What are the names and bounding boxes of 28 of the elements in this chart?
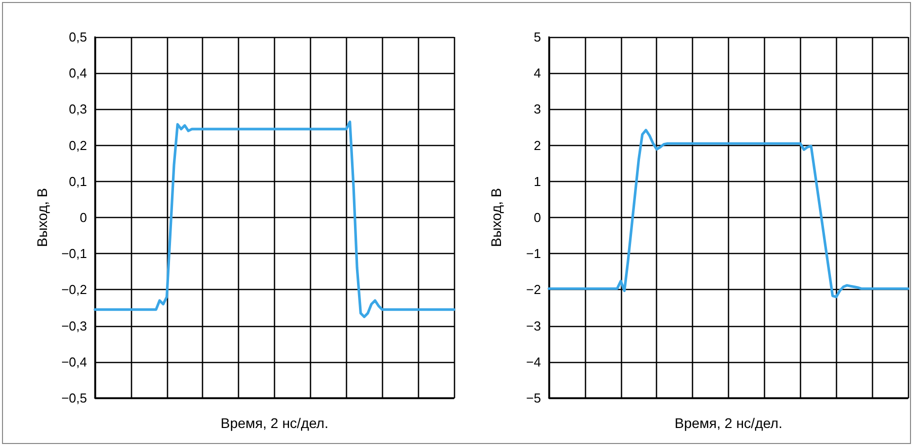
y-tick-label: −0,2 xyxy=(61,282,87,298)
y-tick-label: −3 xyxy=(526,318,541,334)
y-tick-label: −4 xyxy=(526,354,541,370)
x-axis-title: Время, 2 нс/дел. xyxy=(674,415,782,431)
y-tick-label: 3 xyxy=(534,102,541,117)
y-tick-label: −0,5 xyxy=(61,390,87,406)
y-tick-label: 0,3 xyxy=(68,102,87,117)
y-tick-label: 0 xyxy=(80,210,87,225)
y-tick-label: 0,4 xyxy=(68,66,87,81)
y-tick-label: 2 xyxy=(534,138,541,153)
y-tick-label: 0,1 xyxy=(68,174,87,189)
y-axis-title: Выход, В xyxy=(488,188,504,248)
y-tick-label: 0,5 xyxy=(68,30,87,44)
y-axis-title: Выход, В xyxy=(34,188,50,248)
y-tick-label: −2 xyxy=(526,282,541,298)
y-tick-label: 1 xyxy=(534,174,541,189)
line-series xyxy=(94,120,456,318)
y-tick-label: −0,4 xyxy=(61,354,87,370)
y-tick-label: 5 xyxy=(534,30,541,44)
x-axis-title: Время, 2 нс/дел. xyxy=(220,415,328,431)
line-series xyxy=(548,128,910,298)
y-tick-label: −1 xyxy=(526,246,541,262)
y-tick-label: −5 xyxy=(526,390,541,406)
y-tick-label: 0,2 xyxy=(68,138,87,153)
y-tick-label: 4 xyxy=(534,66,541,81)
y-tick-label: −0,3 xyxy=(61,318,87,334)
y-tick-label: −0,1 xyxy=(61,246,87,262)
y-tick-label: 0 xyxy=(534,210,541,225)
